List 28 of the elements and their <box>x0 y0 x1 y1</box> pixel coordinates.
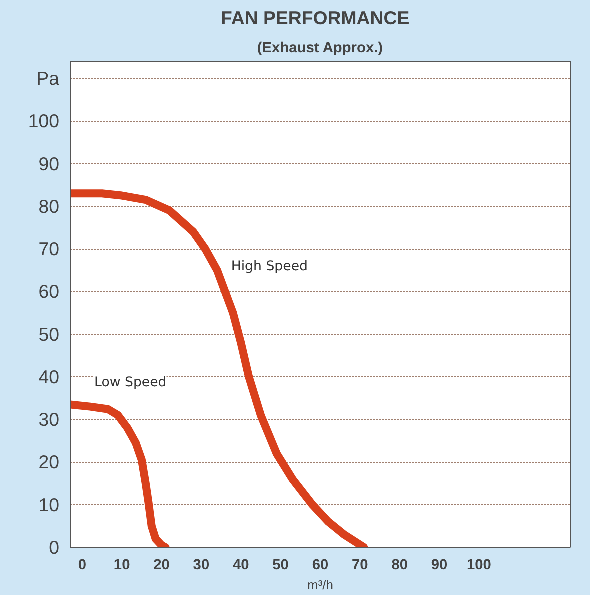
y-tick-label: 80 <box>38 196 60 217</box>
y-tick-label: 10 <box>38 494 60 516</box>
y-tick-label: 100 <box>28 110 60 132</box>
chart-title: FAN PERFORMANCE <box>220 8 410 28</box>
y-tick-label: 40 <box>38 366 60 388</box>
y-tick-label: 90 <box>38 153 60 174</box>
chart-subtitle: (Exhaust Approx.) <box>257 40 384 56</box>
x-tick-label: 70 <box>352 558 368 574</box>
x-tick-label: 80 <box>392 558 408 574</box>
x-tick-label: 90 <box>431 558 448 574</box>
x-tick-label: 40 <box>232 558 250 574</box>
y-tick-label: 70 <box>38 238 60 260</box>
x-tick-label: 20 <box>154 558 170 574</box>
y-tick-label: 50 <box>38 324 60 345</box>
series-label: Low Speed <box>94 376 167 391</box>
y-tick-label: 0 <box>49 537 60 558</box>
x-tick-label: 0 <box>78 558 86 574</box>
series-label: High Speed <box>231 259 308 274</box>
y-tick-label: 20 <box>38 452 60 473</box>
x-tick-label: 10 <box>114 558 130 574</box>
x-tick-label: 60 <box>312 558 329 574</box>
y-tick-label: 30 <box>38 409 60 430</box>
x-tick-label: 100 <box>467 558 492 574</box>
y-axis-title: Pa <box>36 68 60 90</box>
x-axis-title: m³/h <box>308 578 334 592</box>
x-tick-label: 30 <box>193 558 210 574</box>
y-tick-label: 60 <box>38 281 60 302</box>
x-tick-label: 50 <box>272 558 289 574</box>
